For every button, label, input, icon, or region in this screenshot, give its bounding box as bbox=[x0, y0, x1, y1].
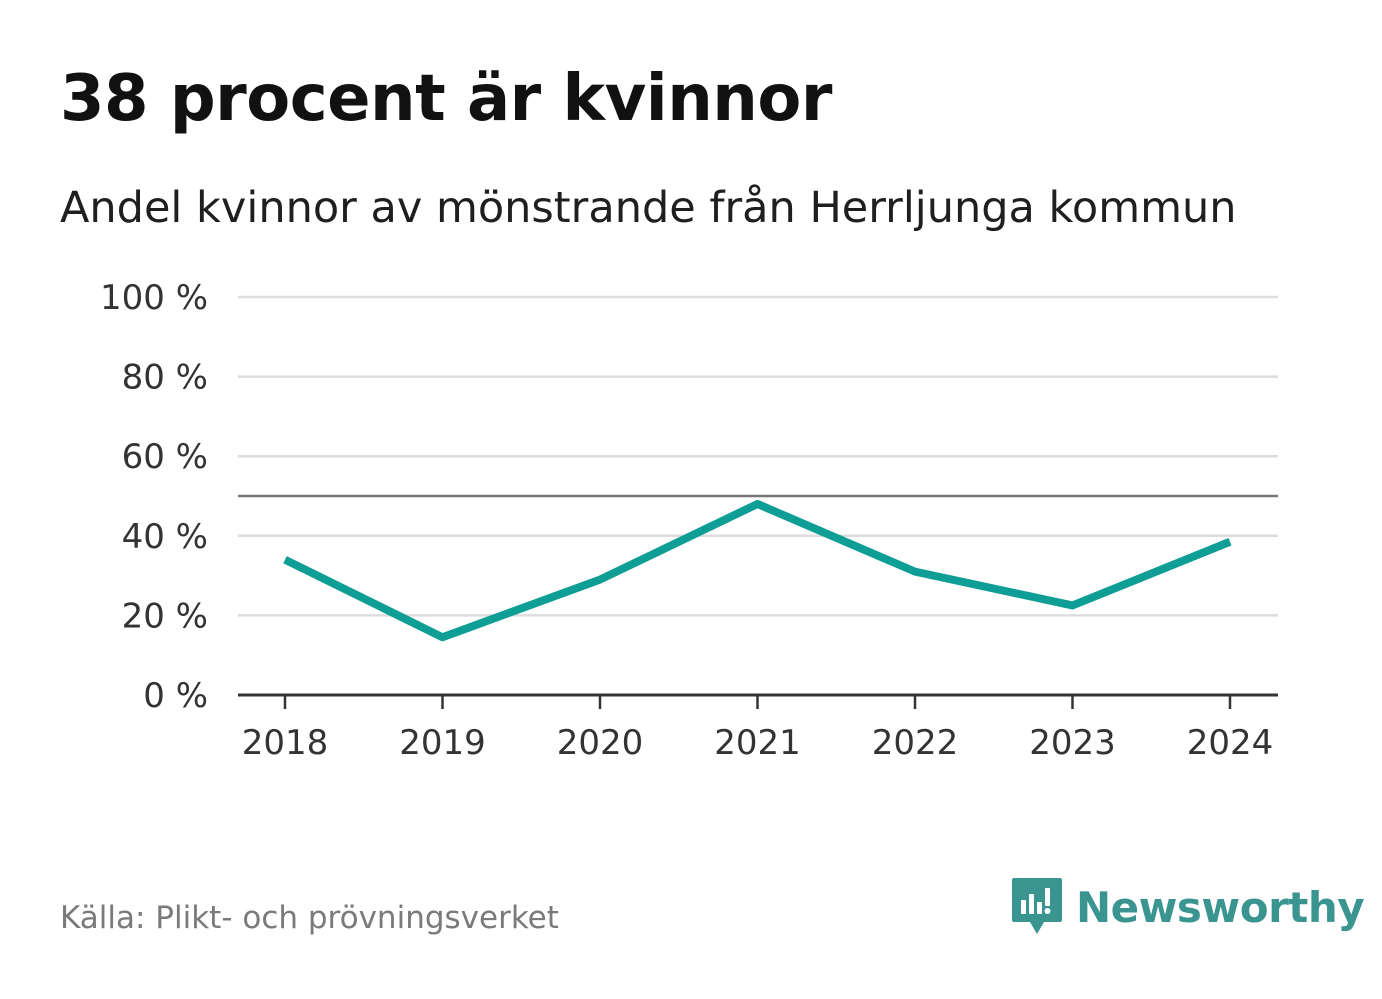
x-tick-label: 2020 bbox=[557, 723, 644, 763]
x-tick-label: 2019 bbox=[399, 723, 486, 763]
y-tick-label: 60 % bbox=[122, 437, 208, 477]
chart-title: 38 procent är kvinnor bbox=[60, 62, 832, 136]
y-axis: 0 % 20 % 40 % 60 % 80 % 100 % bbox=[100, 278, 208, 716]
x-tick-label: 2022 bbox=[872, 723, 959, 763]
x-axis: 2018 2019 2020 2021 2022 2023 2024 bbox=[238, 693, 1278, 763]
x-tick-label: 2023 bbox=[1029, 723, 1116, 763]
x-tick-label: 2024 bbox=[1187, 723, 1274, 763]
y-tick-label: 20 % bbox=[122, 596, 208, 636]
x-tick-label: 2018 bbox=[242, 723, 329, 763]
source-note: Källa: Plikt- och prövningsverket bbox=[60, 900, 559, 936]
brand-logo: Newsworthy bbox=[1010, 876, 1365, 938]
series-group bbox=[283, 499, 1232, 642]
newsworthy-logo-icon bbox=[1012, 878, 1062, 934]
y-tick-label: 80 % bbox=[122, 358, 208, 398]
chart-subtitle: Andel kvinnor av mönstrande från Herrlju… bbox=[60, 183, 1237, 233]
brand-name: Newsworthy bbox=[1076, 882, 1365, 932]
series-line bbox=[283, 499, 1232, 642]
y-tick-label: 40 % bbox=[122, 517, 208, 557]
y-tick-label: 0 % bbox=[143, 676, 208, 716]
x-tick-label: 2021 bbox=[714, 723, 801, 763]
y-tick-label: 100 % bbox=[100, 278, 208, 318]
grid-lines bbox=[238, 295, 1278, 617]
